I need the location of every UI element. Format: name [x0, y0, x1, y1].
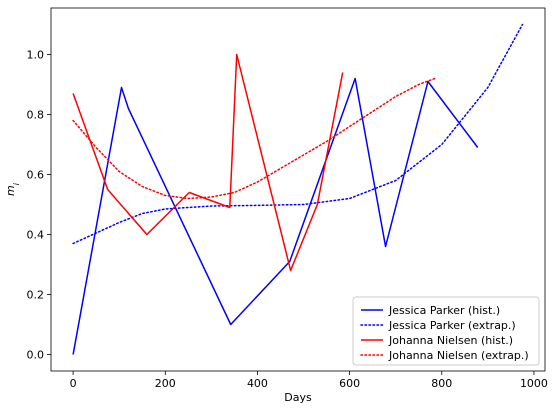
x-tick-label: 200 [155, 377, 176, 390]
y-tick-label: 0.6 [27, 169, 45, 182]
y-tick-label: 0.4 [27, 229, 45, 242]
x-tick-label: 1000 [520, 377, 548, 390]
legend-label: Johanna Nielsen (extrap.) [388, 349, 529, 362]
legend: Jessica Parker (hist.) Jessica Parker (ex… [352, 296, 540, 366]
legend-label: Jessica Parker (hist.) [388, 304, 500, 317]
x-tick-label: 400 [247, 377, 268, 390]
y-axis: 0.0 0.2 0.4 0.6 0.8 1.0 [27, 49, 51, 362]
legend-box [352, 296, 540, 366]
series-line-2 [72, 23, 524, 245]
legend-label: Jessica Parker (extrap.) [388, 319, 516, 332]
series-line-3 [72, 53, 344, 272]
x-tick-label: 800 [431, 377, 452, 390]
legend-label: Johanna Nielsen (hist.) [388, 334, 513, 347]
series-line-1 [72, 77, 479, 355]
plot-frame [50, 7, 546, 372]
y-tick-label: 0.2 [27, 289, 45, 302]
x-axis: 0 200 400 600 800 1000 [70, 371, 548, 390]
x-tick-label: 600 [339, 377, 360, 390]
y-axis-label: mi [4, 182, 21, 196]
series-line-4 [72, 77, 436, 200]
x-axis-label: Days [284, 391, 312, 404]
series-layer [72, 23, 524, 355]
plot-border [50, 7, 546, 372]
y-tick-label: 0.0 [27, 349, 45, 362]
x-tick-label: 0 [70, 377, 77, 390]
y-tick-label: 0.8 [27, 109, 45, 122]
y-tick-label: 1.0 [27, 49, 45, 62]
